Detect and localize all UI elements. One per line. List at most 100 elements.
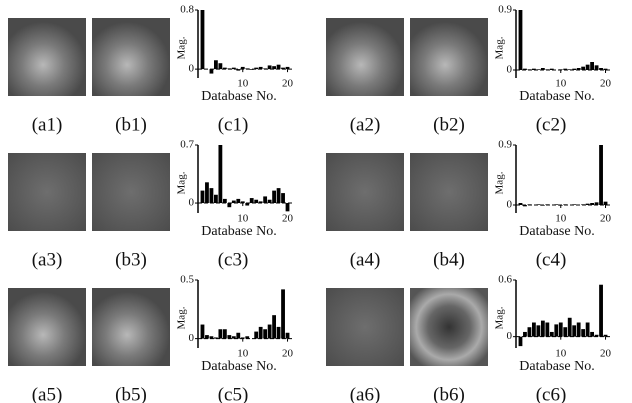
bar xyxy=(563,204,568,205)
bar xyxy=(245,336,250,339)
bar xyxy=(258,201,263,204)
caption-a: (a6) xyxy=(350,384,381,403)
bar xyxy=(576,68,581,70)
bar xyxy=(549,68,554,70)
chart-caption: (c2) xyxy=(536,114,567,135)
caption-a: (a2) xyxy=(350,114,381,135)
bar xyxy=(527,69,532,70)
bar xyxy=(563,327,568,337)
bar xyxy=(249,69,254,70)
bar xyxy=(214,194,218,204)
bar xyxy=(572,68,577,70)
bar xyxy=(540,205,545,206)
x-tick-label: 20 xyxy=(600,348,612,360)
bar xyxy=(563,68,568,70)
caption-a: (a4) xyxy=(350,249,381,270)
bar xyxy=(285,66,290,70)
x-axis-label: Database No. xyxy=(201,359,276,374)
bar xyxy=(590,203,594,205)
y-axis-label: Mag. xyxy=(494,171,506,194)
bar xyxy=(254,331,259,339)
y-tick-label: 0.7 xyxy=(180,139,194,151)
x-axis-label: Database No. xyxy=(519,89,594,104)
bar xyxy=(523,205,527,207)
bar xyxy=(267,199,272,204)
bar xyxy=(545,69,550,70)
bar xyxy=(590,62,594,70)
bar xyxy=(218,145,223,204)
bar xyxy=(518,203,523,205)
caption-b: (b3) xyxy=(115,249,147,270)
bar xyxy=(222,329,227,339)
image-patch-b xyxy=(410,288,488,366)
bar xyxy=(558,322,563,337)
bar xyxy=(263,196,268,204)
image-patch-b xyxy=(92,153,170,231)
bar xyxy=(558,205,563,206)
bar xyxy=(536,69,541,70)
bar xyxy=(227,335,232,339)
bar xyxy=(523,68,527,70)
bar xyxy=(272,66,276,70)
bar xyxy=(585,64,590,70)
y-tick-label: 0 xyxy=(189,63,195,75)
image-patch-a xyxy=(326,153,404,231)
x-tick-label: 20 xyxy=(282,213,294,225)
y-axis-label: Mag. xyxy=(494,36,506,59)
bar xyxy=(258,66,263,70)
bar xyxy=(572,204,577,205)
bar xyxy=(518,10,523,70)
bar xyxy=(558,69,563,70)
bar xyxy=(276,188,281,204)
y-tick-label: 0.5 xyxy=(180,274,194,286)
bar xyxy=(276,326,281,339)
bar xyxy=(272,190,276,204)
x-tick-label: 10 xyxy=(237,213,249,225)
bar xyxy=(285,203,290,212)
bar xyxy=(240,337,245,339)
bar xyxy=(231,336,236,339)
bar xyxy=(532,322,536,337)
bar xyxy=(218,329,223,339)
bar xyxy=(249,198,254,204)
bar xyxy=(254,67,259,70)
y-axis-label: Mag. xyxy=(494,306,506,329)
chart-caption: (c5) xyxy=(218,384,249,403)
bar xyxy=(254,199,259,204)
bar xyxy=(236,198,241,204)
image-patch-b xyxy=(410,153,488,231)
bar xyxy=(603,68,608,70)
bar xyxy=(527,204,532,205)
bar xyxy=(200,190,205,204)
image-patch-b xyxy=(92,18,170,96)
y-tick-label: 0 xyxy=(189,197,195,209)
bar xyxy=(599,68,603,70)
y-tick-label: 0.8 xyxy=(180,4,194,16)
bar xyxy=(523,331,527,337)
x-axis-label: Database No. xyxy=(519,359,594,374)
bar xyxy=(594,65,599,70)
bar xyxy=(200,324,205,339)
x-tick-label: 10 xyxy=(555,78,567,90)
bar xyxy=(281,289,285,339)
y-axis-label: Mag. xyxy=(176,171,188,194)
bar xyxy=(236,69,241,71)
bar xyxy=(245,203,250,206)
caption-b: (b6) xyxy=(433,384,465,403)
x-tick-label: 10 xyxy=(555,348,567,360)
bar xyxy=(532,68,536,70)
bar xyxy=(590,331,594,337)
bar xyxy=(281,193,285,204)
y-axis-label: Mag. xyxy=(176,36,188,59)
y-tick-label: 0 xyxy=(507,64,513,76)
y-tick-label: 0 xyxy=(507,199,513,211)
bar xyxy=(272,315,276,339)
y-tick-label: 0.6 xyxy=(498,274,512,286)
bar xyxy=(214,60,218,70)
x-tick-label: 20 xyxy=(600,213,612,225)
bar xyxy=(549,331,554,337)
bar xyxy=(545,322,550,337)
bar xyxy=(285,332,290,339)
caption-a: (a3) xyxy=(32,249,63,270)
bar xyxy=(599,145,603,205)
